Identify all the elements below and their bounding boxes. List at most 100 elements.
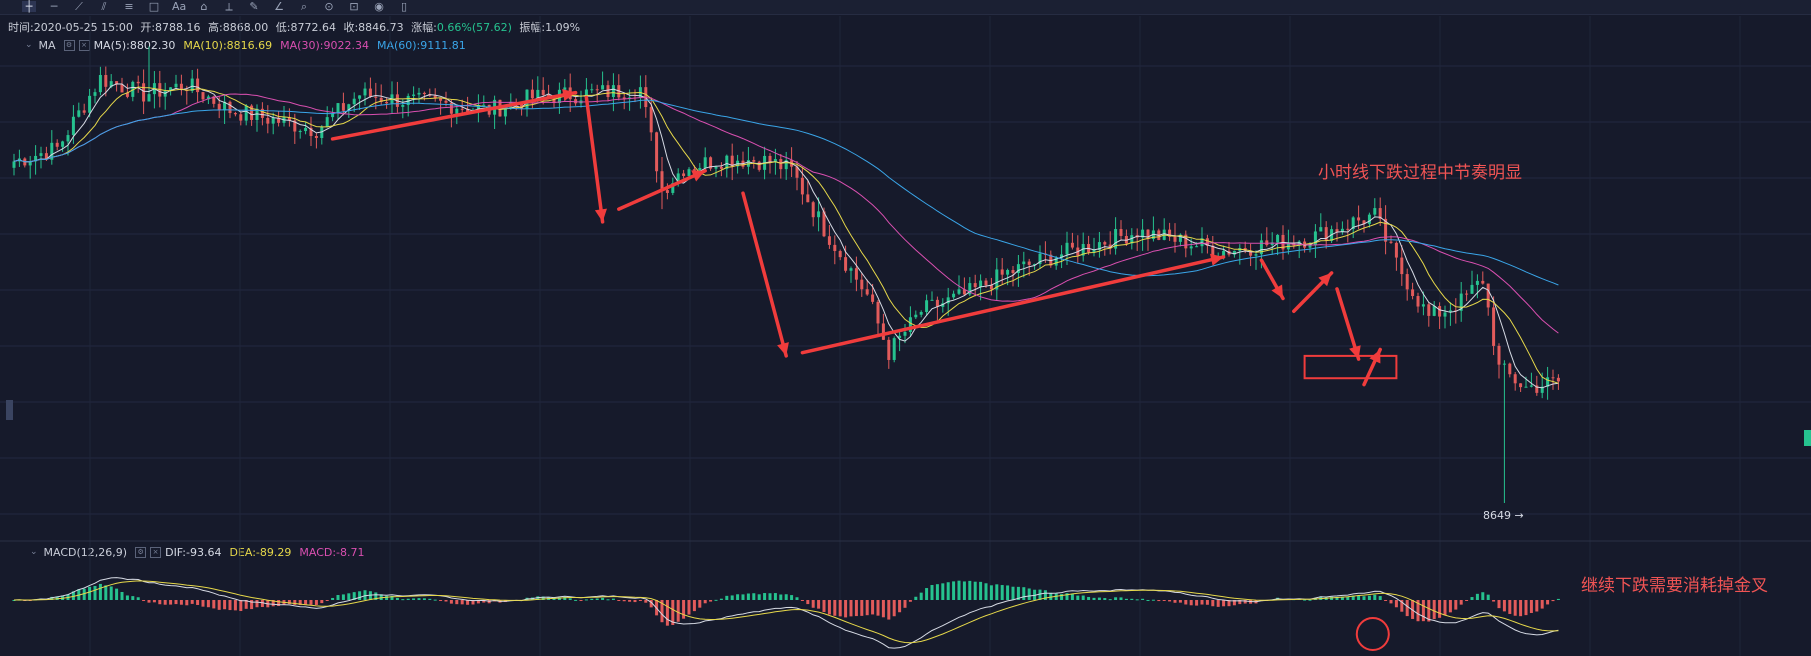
macd-bar <box>217 600 221 610</box>
macd-bar <box>260 600 264 608</box>
candle-body <box>1205 238 1209 246</box>
macd-bar <box>277 600 281 607</box>
candle-body <box>1065 242 1069 255</box>
collapse-chevron-icon[interactable]: ⌄ <box>30 547 38 557</box>
candle-body <box>1211 245 1215 257</box>
candle-body <box>104 74 108 87</box>
macd-bar <box>714 599 718 601</box>
macd-bar <box>1551 600 1555 602</box>
candle-body <box>687 169 691 176</box>
macd-bar <box>250 600 254 610</box>
candle-body <box>1335 229 1339 233</box>
close-icon[interactable]: × <box>78 39 90 51</box>
macd-bar <box>1335 596 1339 600</box>
ma30-line <box>13 93 1559 334</box>
macd-bar <box>331 597 335 600</box>
macd-bar <box>1394 600 1398 608</box>
macd-bar <box>152 600 156 603</box>
settings-icon[interactable]: ⚙ <box>63 39 75 51</box>
candle-body <box>266 117 270 124</box>
candle-body <box>1432 306 1436 316</box>
candle-body <box>1173 236 1177 242</box>
ruler-icon[interactable]: ⟂ <box>225 0 233 13</box>
info-time: 时间:2020-05-25 15:00 <box>8 21 133 34</box>
candle-body <box>881 323 885 340</box>
candle-body <box>223 101 227 111</box>
candle-body <box>1103 242 1107 245</box>
candle-body <box>77 110 81 117</box>
trash-icon[interactable]: ▯ <box>400 0 408 13</box>
candle-body <box>455 108 459 114</box>
settings-icon[interactable]: ⚙ <box>135 546 147 558</box>
macd-bar <box>908 600 912 602</box>
macd-bar <box>730 595 734 600</box>
lock-icon[interactable]: ⊡ <box>349 0 359 13</box>
macd-bar <box>1497 600 1501 609</box>
close-icon[interactable]: × <box>150 546 162 558</box>
macd-bar <box>320 600 324 604</box>
shape-icon[interactable]: □ <box>148 0 160 13</box>
dea-line <box>13 580 1559 644</box>
macd-bar <box>190 600 194 604</box>
brush-icon[interactable]: ✎ <box>249 0 259 13</box>
macd-bar <box>1432 600 1436 620</box>
macd-bar <box>1540 600 1544 609</box>
macd-bar <box>649 600 653 608</box>
candle-body <box>325 117 329 127</box>
macd-bar <box>471 600 475 605</box>
macd-bar <box>115 588 119 600</box>
macd-bar <box>800 600 804 601</box>
candle-body <box>1146 229 1150 239</box>
candle-body <box>849 268 853 271</box>
channel-icon[interactable]: ⫽ <box>101 0 107 13</box>
candle-body <box>898 335 902 339</box>
macd-bar <box>1081 595 1085 600</box>
left-panel-handle[interactable] <box>6 400 13 420</box>
drawing-toolbar: ┼ ─ ⟋ ⫽ ≡ □ Aa ⌂ ⟂ ✎ ∠ ⌕ ⊙ ⊡ ◉ ▯ <box>0 0 1811 15</box>
pattern-icon[interactable]: ⌂ <box>200 0 208 13</box>
macd-bar <box>304 600 308 605</box>
macd-bar <box>946 582 950 600</box>
macd-bar <box>1216 600 1220 607</box>
candle-body <box>1184 234 1188 249</box>
candle-body <box>1270 242 1274 246</box>
candle-body <box>422 92 426 95</box>
crosshair-icon[interactable]: ┼ <box>22 1 36 12</box>
candle-body <box>433 95 437 99</box>
candle-body <box>822 211 826 237</box>
macd-bar <box>660 600 664 623</box>
measure-icon[interactable]: ∠ <box>274 0 284 13</box>
macd-bar <box>935 584 939 600</box>
macd-bar <box>736 594 740 600</box>
trend-line-icon[interactable]: ⟋ <box>75 0 83 13</box>
candle-body <box>55 142 59 147</box>
macd-bar <box>973 581 977 600</box>
macd-bar <box>104 585 108 600</box>
candle-body <box>196 78 200 93</box>
macd-bar <box>1465 600 1469 601</box>
zoom-icon[interactable]: ⌕ <box>300 0 308 13</box>
candle-body <box>1222 250 1226 256</box>
candle-body <box>655 132 659 172</box>
fib-icon[interactable]: ≡ <box>124 0 134 13</box>
candle-body <box>444 100 448 103</box>
candle-body <box>1394 242 1398 258</box>
macd-bar <box>590 598 594 600</box>
macd-bar <box>1389 600 1393 604</box>
horizontal-line-icon[interactable]: ─ <box>50 0 58 13</box>
candle-body <box>298 131 302 133</box>
candle-body <box>574 99 578 104</box>
macd-bar <box>698 600 702 608</box>
collapse-chevron-icon[interactable]: ⌄ <box>25 40 33 50</box>
eye-icon[interactable]: ◉ <box>374 0 384 13</box>
macd-bar <box>628 600 632 602</box>
macd-bar <box>563 596 567 600</box>
text-icon[interactable]: Aa <box>172 0 187 13</box>
candle-body <box>1421 304 1425 307</box>
macd-pane <box>12 577 1560 649</box>
candle-body <box>660 171 664 191</box>
magnet-icon[interactable]: ⊙ <box>324 0 334 13</box>
macd-bar <box>482 600 486 603</box>
macd-bar <box>1427 600 1431 622</box>
